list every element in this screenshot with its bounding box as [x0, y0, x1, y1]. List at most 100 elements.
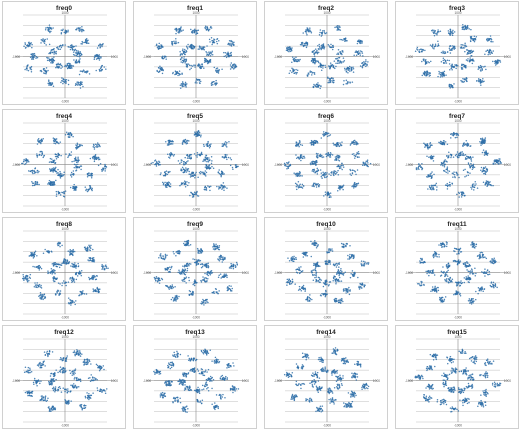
scatter-point: [67, 45, 69, 48]
scatter-point: [333, 60, 336, 62]
scatter-point: [79, 271, 81, 274]
scatter-point: [52, 139, 55, 142]
scatter-point: [351, 172, 354, 174]
scatter-point: [194, 28, 196, 30]
scatter-point: [53, 280, 55, 283]
scatter-point: [419, 48, 422, 51]
scatter-point: [232, 264, 235, 267]
scatter-point: [291, 56, 294, 58]
scatter-point: [92, 277, 95, 279]
scatter-point: [184, 244, 187, 247]
scatter-point: [92, 290, 95, 293]
scatter-point: [46, 59, 49, 62]
chart-panel-freq4: -1000 1000 1000 -1000 freq4: [2, 109, 126, 213]
scatter-point: [53, 168, 56, 171]
scatter-point: [45, 44, 47, 46]
scatter-point: [473, 40, 476, 43]
scatter-point: [444, 51, 446, 53]
scatter-point: [98, 54, 100, 56]
scatter-point: [321, 177, 323, 179]
scatter-point: [488, 52, 491, 54]
scatter-point: [229, 157, 232, 159]
scatter-point: [69, 254, 71, 256]
scatter-point: [93, 260, 96, 263]
scatter-point: [218, 255, 221, 258]
scatter-point: [195, 33, 197, 35]
scatter-point: [41, 153, 44, 155]
scatter-point: [220, 186, 222, 188]
scatter-point: [75, 166, 78, 169]
scatter-point: [56, 66, 59, 69]
y-tick-label-min: -1000: [454, 100, 462, 104]
scatter-point: [343, 60, 346, 62]
scatter-point: [103, 166, 106, 168]
scatter-point: [426, 142, 429, 145]
scatter-point: [296, 184, 299, 187]
scatter-point: [449, 69, 451, 71]
scatter-point: [206, 157, 208, 159]
scatter-point: [181, 53, 184, 56]
scatter-point: [29, 45, 31, 47]
scatter-point: [60, 81, 62, 84]
scatter-point: [193, 258, 196, 261]
scatter-point: [480, 84, 482, 86]
scatter-point: [316, 86, 318, 88]
scatter-point: [332, 77, 334, 80]
scatter-point: [81, 43, 83, 45]
scatter-point: [336, 156, 338, 158]
scatter-point: [437, 75, 439, 78]
scatter-point: [210, 143, 212, 145]
scatter-point: [336, 165, 338, 168]
scatter-point: [462, 154, 464, 156]
scatter-point: [79, 51, 81, 53]
scatter-point: [199, 82, 201, 85]
scatter-point: [441, 142, 444, 144]
scatter-point: [65, 82, 67, 85]
scatter-point: [297, 174, 300, 176]
scatter-point: [315, 140, 317, 142]
scatter-point: [94, 157, 96, 159]
scatter-point: [67, 79, 70, 82]
scatter-point: [65, 65, 68, 68]
scatter-point: [314, 48, 317, 50]
scatter-point: [76, 84, 79, 86]
scatter-point: [64, 31, 67, 33]
scatter-point: [336, 145, 338, 147]
scatter-point: [73, 160, 75, 163]
scatter-point: [181, 49, 184, 52]
scatter-point: [184, 62, 186, 64]
scatter-point: [495, 161, 498, 164]
scatter-point: [88, 257, 90, 259]
scatter-point: [365, 65, 367, 67]
scatter-point: [451, 69, 453, 71]
scatter-point: [195, 193, 198, 195]
scatter-point: [210, 83, 213, 85]
scatter-point: [479, 141, 481, 143]
scatter-point: [34, 182, 36, 184]
scatter-point: [96, 142, 99, 144]
scatter-point: [63, 192, 66, 194]
scatter-point: [185, 241, 188, 243]
scatter-point: [182, 280, 184, 282]
scatter-point: [46, 250, 48, 252]
scatter-point: [101, 268, 103, 270]
scatter-point: [185, 86, 187, 88]
scatter-point: [448, 63, 451, 65]
scatter-point: [32, 56, 34, 59]
scatter-point: [467, 157, 470, 159]
scatter-point: [286, 167, 288, 170]
scatter-point: [313, 169, 315, 172]
scatter-point: [429, 74, 431, 77]
scatter-point: [201, 153, 203, 156]
scatter-point: [312, 58, 315, 60]
scatter-point: [421, 60, 423, 63]
scatter-point: [59, 177, 62, 179]
scatter-point: [341, 186, 343, 188]
scatter-point: [212, 248, 215, 250]
x-tick-label-min: -1000: [143, 55, 151, 59]
scatter-point: [286, 49, 289, 52]
scatter-point: [365, 59, 367, 61]
scatter-point: [184, 185, 187, 188]
scatter-point: [92, 146, 94, 148]
